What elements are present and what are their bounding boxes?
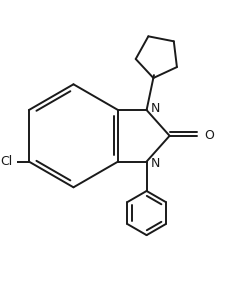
Text: O: O bbox=[204, 129, 213, 142]
Text: N: N bbox=[151, 157, 160, 170]
Text: N: N bbox=[151, 102, 160, 115]
Text: Cl: Cl bbox=[0, 155, 12, 168]
